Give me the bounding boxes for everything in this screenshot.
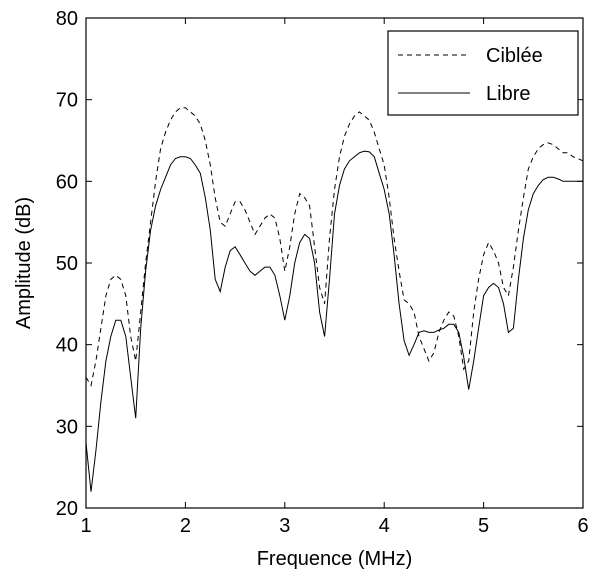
plot-area [86, 107, 583, 492]
y-tick-label: 60 [56, 171, 78, 193]
x-tick-label: 5 [478, 515, 489, 537]
y-tick-label: 40 [56, 335, 78, 357]
y-tick-label: 20 [56, 498, 78, 520]
y-tick-label: 30 [56, 416, 78, 438]
series-line-libre [86, 150, 583, 492]
legend: Ciblée Libre [387, 30, 579, 116]
legend-label-ciblee: Ciblée [486, 45, 543, 67]
x-tick-label: 1 [80, 515, 91, 537]
x-tick-label: 3 [279, 515, 290, 537]
y-axis-label: Amplitude (dB) [13, 197, 35, 329]
x-tick-labels: 1 2 3 4 5 6 [80, 515, 588, 537]
x-axis-label: Frequence (MHz) [257, 548, 413, 570]
y-tick-label: 80 [56, 8, 78, 30]
legend-label-libre: Libre [486, 83, 530, 105]
axis-ticks [85, 17, 584, 509]
legend-box [387, 30, 579, 116]
x-tick-label: 4 [379, 515, 390, 537]
series-line-ciblee [86, 107, 583, 387]
x-tick-label: 6 [577, 515, 588, 537]
y-tick-labels: 20 30 40 50 60 70 80 [56, 8, 78, 520]
x-tick-label: 2 [180, 515, 191, 537]
y-tick-label: 50 [56, 253, 78, 275]
y-tick-label: 70 [56, 90, 78, 112]
